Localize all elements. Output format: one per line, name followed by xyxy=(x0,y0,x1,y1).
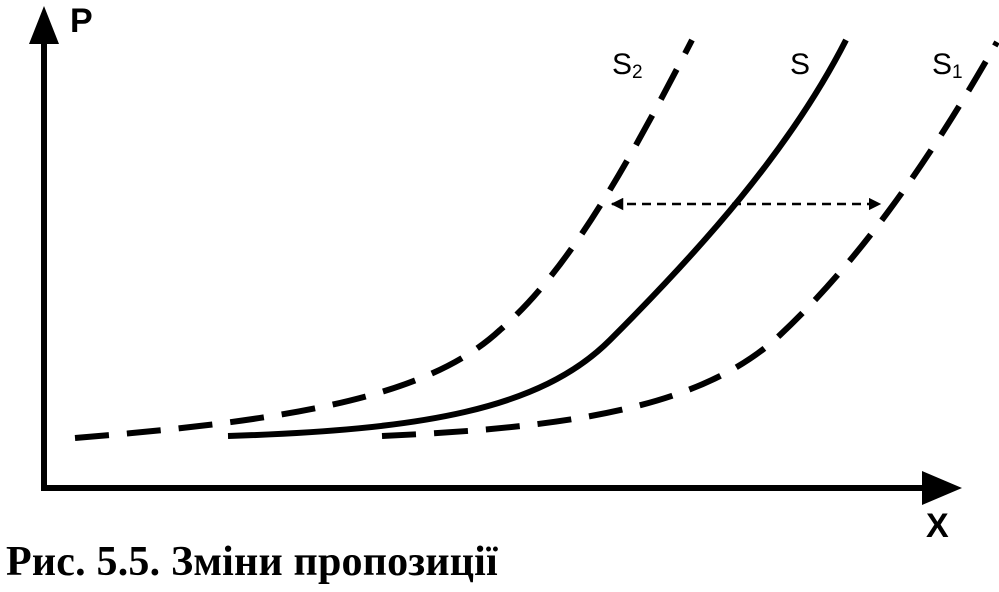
curve-label-s-base: S xyxy=(790,48,810,81)
curve-label-s2: S2 xyxy=(612,48,643,83)
curve-label-s1: S1 xyxy=(932,48,963,83)
supply-curve-s2 xyxy=(74,38,695,441)
x-axis-arrowhead xyxy=(922,471,962,505)
supply-curve-s xyxy=(227,38,849,439)
y-axis xyxy=(29,6,59,490)
curve-label-s2-sub: 2 xyxy=(632,62,643,83)
curve-label-s1-sub: 1 xyxy=(952,62,963,83)
supply-curve-s1 xyxy=(381,40,999,439)
x-axis-label: X xyxy=(926,507,949,545)
curve-label-s1-base: S xyxy=(932,48,952,81)
curve-label-s2-base: S xyxy=(612,48,632,81)
x-axis xyxy=(41,471,962,505)
y-axis-label: P xyxy=(70,2,93,40)
figure-caption: Рис. 5.5. Зміни пропозиції xyxy=(6,539,498,585)
y-axis-arrowhead xyxy=(29,6,59,44)
curve-label-s: S xyxy=(790,48,810,81)
